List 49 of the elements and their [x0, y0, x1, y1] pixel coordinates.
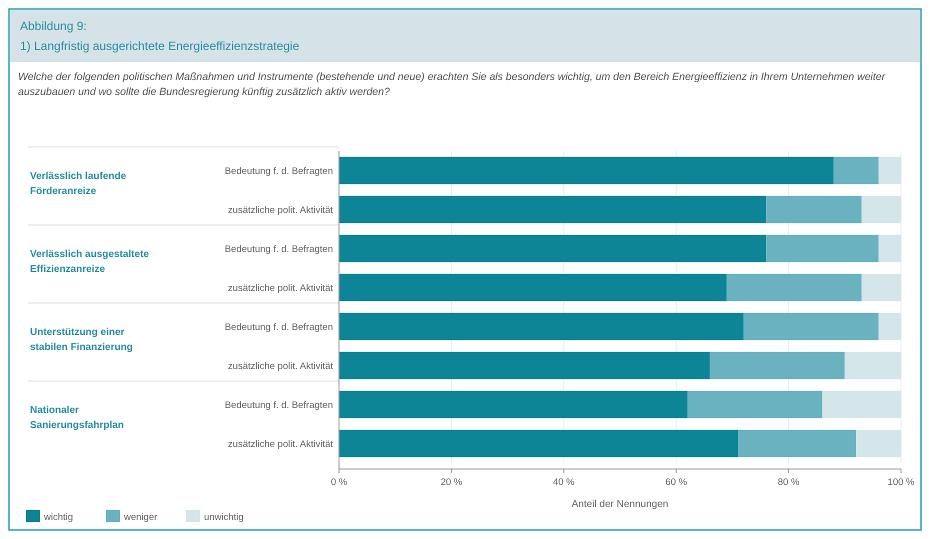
bar	[339, 274, 727, 302]
bar	[766, 234, 879, 262]
bar	[878, 312, 901, 340]
y-tick-label: Bedeutung f. d. Befragten	[224, 166, 333, 177]
x-axis-title: Anteil der Nennungen	[572, 499, 668, 510]
bar	[339, 312, 744, 340]
bar	[844, 352, 901, 380]
bar	[878, 156, 901, 184]
bar	[856, 430, 901, 458]
x-tick-label: 0 %	[330, 477, 348, 488]
y-tick-label: Bedeutung f. d. Befragten	[224, 244, 333, 255]
bar	[339, 234, 766, 262]
bar	[878, 234, 901, 262]
bar	[339, 156, 834, 184]
bar	[766, 196, 862, 224]
bar	[862, 196, 901, 224]
x-tick-label: 100 %	[888, 477, 916, 488]
bar	[744, 312, 879, 340]
text: Verlässlich ausgestaltete Effizienzanreize	[30, 248, 150, 278]
bar	[339, 352, 710, 380]
legend-label: unwichtig	[204, 512, 244, 523]
x-tick-label: 60 %	[665, 477, 688, 488]
y-tick-label: Bedeutung f. d. Befragten	[224, 400, 333, 411]
bar	[687, 390, 822, 418]
y-tick-label: zusätzliche polit. Aktivität	[228, 283, 334, 294]
bar	[862, 274, 901, 302]
text: Nationaler Sanierungsfahrplan	[30, 404, 125, 434]
text: Abbildung 9:	[20, 19, 87, 33]
x-tick-label: 80 %	[778, 477, 800, 488]
text: Welche der folgenden politischen Maßnahmen und Instrumente (bestehende und neue) erachten Sie als besonders wichtig, um den Bereich Energieeffizienz in Ihrem Unternehmen weiter auszubauen und wo sollte die Bundesregierung künftig zusätzlich aktiv werden?	[18, 70, 886, 100]
bar	[726, 274, 862, 302]
legend-label: wichtig	[43, 512, 74, 523]
bar	[834, 156, 879, 184]
legend-label: weniger	[123, 512, 158, 523]
y-tick-label: zusätzliche polit. Aktivität	[228, 361, 334, 372]
x-tick-label: 40 %	[552, 477, 576, 488]
text: 1) Langfristig ausgerichtete Energieeffizienzstrategie	[20, 39, 300, 53]
text: Verlässlich laufende Förderanreize	[30, 170, 128, 200]
bar	[339, 430, 738, 458]
y-tick-label: zusätzliche polit. Aktivität	[228, 439, 334, 450]
text: Unterstützung einer stabilen Finanzierung	[30, 326, 134, 356]
y-tick-label: Bedeutung f. d. Befragten	[224, 322, 333, 333]
x-tick-label: 20 %	[440, 477, 463, 488]
bar	[738, 430, 856, 458]
bar	[339, 390, 688, 418]
bar	[710, 352, 845, 380]
bar	[822, 390, 901, 418]
bar	[339, 196, 766, 224]
y-tick-label: zusätzliche polit. Aktivität	[228, 205, 334, 216]
